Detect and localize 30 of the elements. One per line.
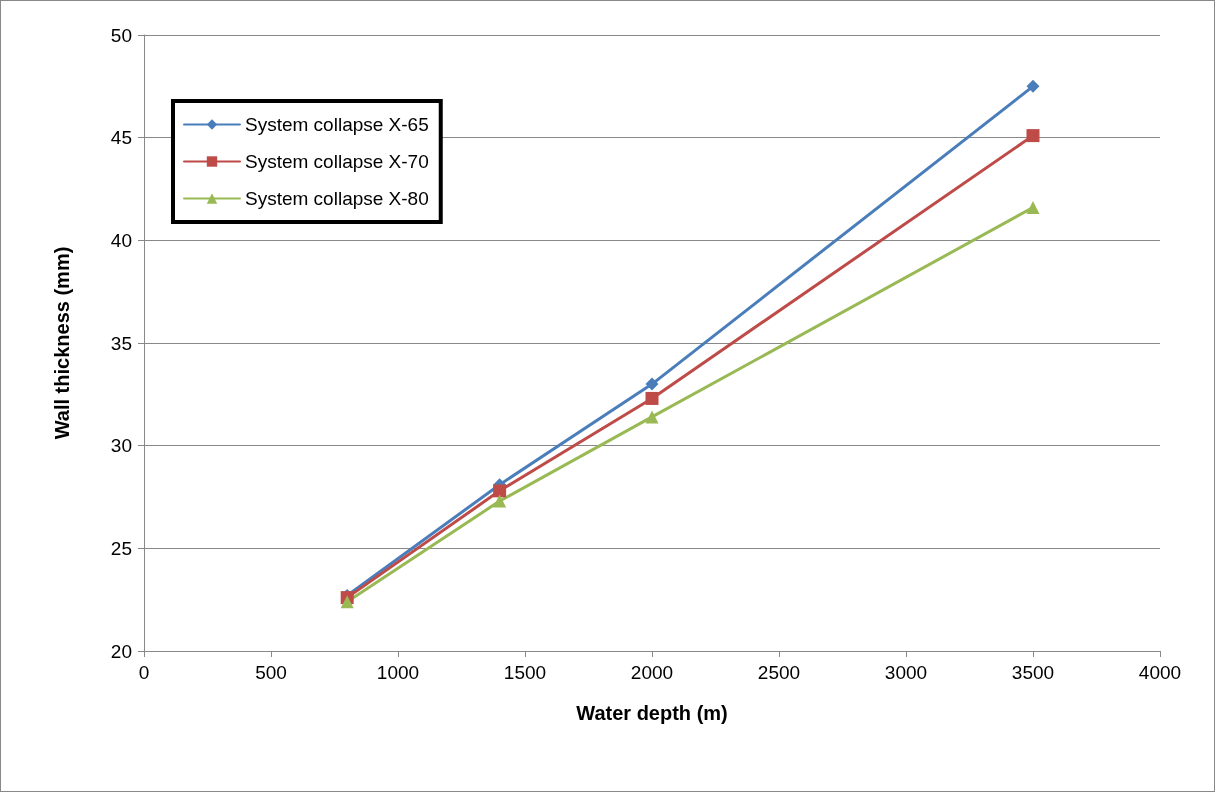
x-tick-label: 500 (255, 662, 287, 683)
y-tick-label: 20 (110, 640, 132, 662)
point (493, 484, 507, 498)
x-axis-title: Water depth (m) (576, 702, 728, 724)
x-tick-label: 1000 (376, 662, 420, 683)
y-tick-label: 35 (110, 332, 132, 354)
x-tick-label: 1500 (503, 662, 547, 683)
y-tick-label: 30 (110, 435, 132, 457)
y-tick-label: 45 (110, 127, 132, 149)
x-tick-label: 0 (138, 662, 150, 683)
point (1026, 129, 1040, 143)
y-tick-label: 50 (110, 24, 132, 46)
x-tick-label: 4000 (1138, 662, 1182, 683)
x-tick-label: 2000 (630, 662, 674, 683)
y-tick-label: 40 (110, 229, 132, 251)
legend-label: System collapse X-70 (245, 151, 429, 172)
point (645, 410, 659, 424)
point (1026, 200, 1040, 214)
x-tick-label: 2500 (757, 662, 801, 683)
point (340, 595, 354, 609)
y-axis-title: Wall thickness (mm) (51, 246, 73, 440)
y-tick-label: 25 (110, 537, 132, 559)
legend-label: System collapse X-80 (245, 188, 429, 209)
point (645, 391, 659, 405)
x-tick-label: 3500 (1011, 662, 1055, 683)
x-tick-label: 3000 (884, 662, 928, 683)
point (493, 494, 507, 508)
point (645, 377, 659, 391)
legend-label: System collapse X-65 (245, 114, 429, 135)
point (1026, 79, 1040, 93)
